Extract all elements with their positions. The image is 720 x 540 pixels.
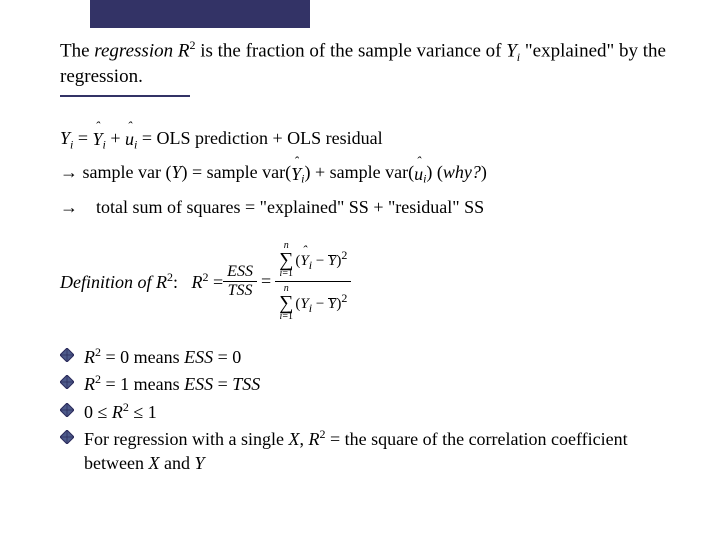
l2-y: Y <box>171 162 181 182</box>
title-underline <box>60 95 190 97</box>
slide-content: The regression R2 is the fraction of the… <box>60 38 680 478</box>
uhat-icon: u <box>414 161 423 188</box>
bigfrac-num: n ∑ i=1 (Yi − Y)2 <box>275 239 351 282</box>
def-r2: R <box>192 272 203 292</box>
def-eq2: = <box>261 271 271 292</box>
bigfrac-den: n ∑ i=1 (Yi − Y)2 <box>275 282 351 324</box>
sigma-symbol: ∑ <box>279 294 293 312</box>
l2-why: why? <box>443 162 481 182</box>
sig-bot: i=1 <box>280 269 293 279</box>
diamond-bullet-icon <box>60 403 74 417</box>
l1-y: Y <box>60 128 70 148</box>
list-item: 0 ≤ R2 ≤ 1 <box>60 399 680 424</box>
equation-line-3: → total sum of squares = "explained" SS … <box>60 194 680 221</box>
arrow-icon: → <box>60 197 78 217</box>
definition-label: Definition of R2: R2 = <box>60 270 223 293</box>
equation-line-1: Yi = Yi + ui = OLS prediction + OLS resi… <box>60 125 680 154</box>
bullet-text: For regression with a single X, R2 = the… <box>84 426 680 476</box>
l3-text: total sum of squares = "explained" SS + … <box>78 197 484 217</box>
title-yi: Y <box>506 40 517 61</box>
title-block: The regression R2 is the fraction of the… <box>60 38 680 89</box>
yhat-icon: Y <box>300 253 308 270</box>
bullet-text: R2 = 0 means ESS = 0 <box>84 344 680 369</box>
diamond-bullet-icon <box>60 375 74 389</box>
sig-bot2: i=1 <box>280 312 293 322</box>
header-bar <box>90 0 310 28</box>
y-var: Y <box>300 296 308 312</box>
title-pre: The <box>60 40 94 61</box>
diamond-bullet-icon <box>60 348 74 362</box>
bullet-text: R2 = 1 means ESS = TSS <box>84 371 680 396</box>
sigma-icon: n ∑ i=1 <box>279 284 293 322</box>
ybar-icon: Y <box>328 296 336 313</box>
title-term: regression R <box>94 40 189 61</box>
l2-t3: ) + sample var( <box>304 162 414 182</box>
l1-rest: = OLS prediction + OLS residual <box>137 128 382 148</box>
ybar-icon: Y <box>328 253 336 270</box>
arrow-icon: → <box>60 162 78 182</box>
definition-row: Definition of R2: R2 = ESS TSS = n ∑ i=1… <box>60 239 680 324</box>
l1-plus: + <box>106 128 125 148</box>
l2-t2: ) = sample var( <box>181 162 291 182</box>
frac-num: ESS <box>223 263 257 282</box>
fraction-ess-tss: ESS TSS <box>223 263 257 299</box>
num-expr: (Yi − Y)2 <box>295 248 347 273</box>
list-item: R2 = 0 means ESS = 0 <box>60 344 680 369</box>
fraction-expanded: n ∑ i=1 (Yi − Y)2 n ∑ i=1 (Yi − Y)2 <box>275 239 351 324</box>
list-item: For regression with a single X, R2 = the… <box>60 426 680 476</box>
yhat-icon: Y <box>291 161 301 188</box>
bullet-text: 0 ≤ R2 ≤ 1 <box>84 399 680 424</box>
den-expr: (Yi − Y)2 <box>295 291 347 316</box>
l2-t4: ) ( <box>426 162 443 182</box>
frac-den: TSS <box>224 282 257 300</box>
equation-line-2: → sample var (Y) = sample var(Yi) + samp… <box>60 159 680 188</box>
def-post: : <box>173 272 192 292</box>
def-pre: Definition of R <box>60 272 167 292</box>
yhat-icon: Y <box>93 126 103 153</box>
title-post: is the fraction of the sample variance o… <box>195 40 506 61</box>
l2-t1: sample var ( <box>78 162 171 182</box>
l1-eq: = <box>73 128 92 148</box>
bullet-list: R2 = 0 means ESS = 0 R2 = 1 means ESS = … <box>60 344 680 475</box>
diamond-bullet-icon <box>60 430 74 444</box>
l2-t5: ) <box>481 162 487 182</box>
uhat-icon: u <box>125 126 134 153</box>
list-item: R2 = 1 means ESS = TSS <box>60 371 680 396</box>
sigma-symbol: ∑ <box>279 251 293 269</box>
sigma-icon: n ∑ i=1 <box>279 241 293 279</box>
def-eq: = <box>209 272 224 292</box>
